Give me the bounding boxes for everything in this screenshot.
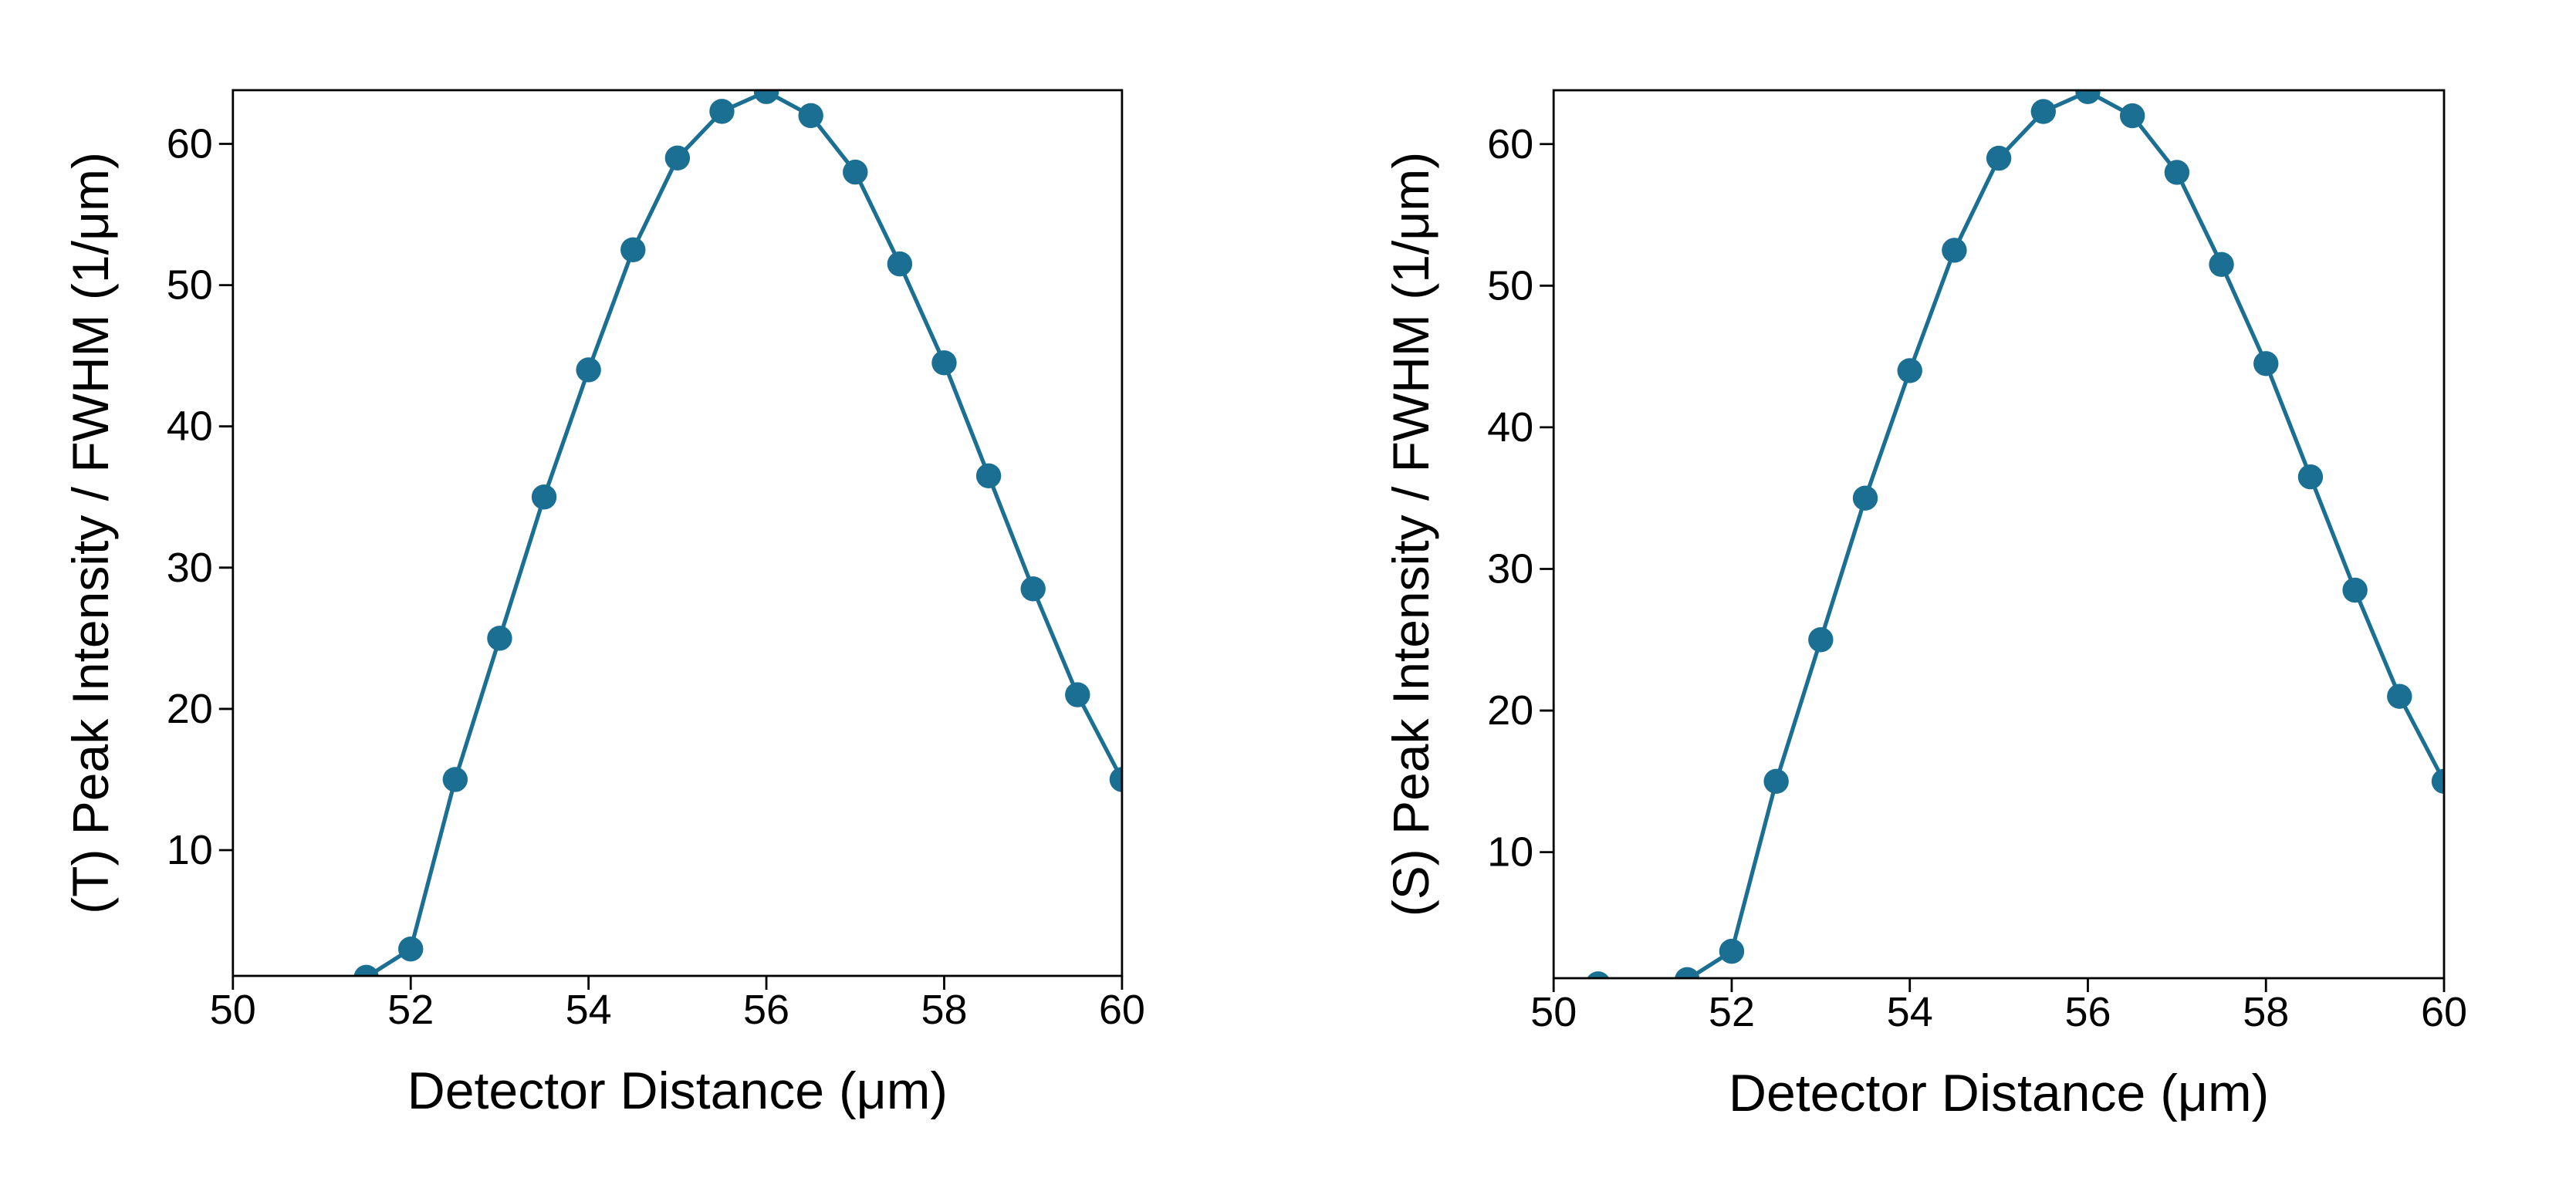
svg-text:60: 60 xyxy=(1099,987,1145,1033)
svg-text:58: 58 xyxy=(2243,989,2289,1035)
svg-text:Detector Distance (μm): Detector Distance (μm) xyxy=(1729,1064,2269,1122)
svg-text:50: 50 xyxy=(1487,262,1533,309)
svg-text:40: 40 xyxy=(167,403,213,450)
svg-text:52: 52 xyxy=(1709,989,1755,1035)
svg-text:56: 56 xyxy=(743,987,789,1033)
svg-text:10: 10 xyxy=(1487,829,1533,876)
svg-text:30: 30 xyxy=(167,545,213,591)
svg-text:60: 60 xyxy=(2421,989,2467,1035)
svg-text:Detector Distance (μm): Detector Distance (μm) xyxy=(407,1062,948,1120)
svg-text:(S) Peak Intensity / FWHM (1/μ: (S) Peak Intensity / FWHM (1/μm) xyxy=(1382,152,1439,916)
svg-text:40: 40 xyxy=(1487,404,1533,451)
svg-text:20: 20 xyxy=(1487,687,1533,734)
svg-text:58: 58 xyxy=(921,987,967,1033)
svg-text:54: 54 xyxy=(1887,989,1933,1035)
svg-text:50: 50 xyxy=(167,262,213,309)
svg-text:52: 52 xyxy=(387,987,434,1033)
svg-text:(T) Peak Intensity / FWHM (1/μ: (T) Peak Intensity / FWHM (1/μm) xyxy=(62,152,119,914)
svg-text:50: 50 xyxy=(210,987,256,1033)
svg-text:54: 54 xyxy=(566,987,612,1033)
svg-text:60: 60 xyxy=(1487,121,1533,167)
svg-text:50: 50 xyxy=(1530,989,1577,1035)
svg-text:56: 56 xyxy=(2064,989,2111,1035)
svg-text:30: 30 xyxy=(1487,545,1533,592)
svg-text:60: 60 xyxy=(167,120,213,167)
svg-text:20: 20 xyxy=(167,686,213,732)
svg-text:10: 10 xyxy=(167,827,213,873)
